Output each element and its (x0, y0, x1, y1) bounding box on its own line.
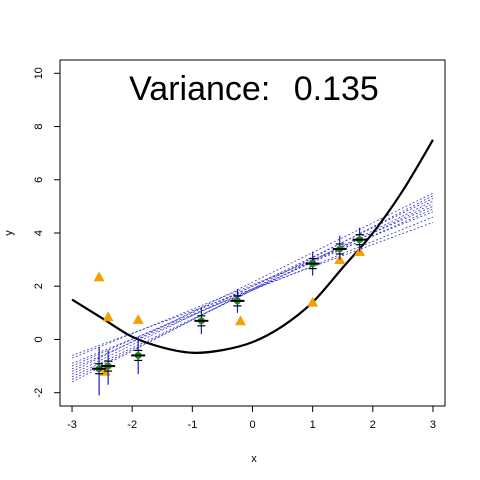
y-tick-label-4: 6 (33, 177, 45, 183)
plot-area (71, 139, 434, 396)
fit-line-4 (71, 211, 434, 359)
chart-title: Variance: 0.135 (129, 70, 379, 108)
observed-point-4 (307, 296, 319, 307)
x-tick-label-6: 3 (430, 419, 436, 431)
x-tick-label-2: -1 (187, 419, 197, 431)
x-tick-label-4: 1 (310, 419, 316, 431)
plot-frame (59, 59, 446, 407)
y-axis: -2 0 2 4 6 8 10 (33, 67, 61, 398)
x-axis-label: x (251, 453, 257, 465)
x-tick-label-0: -3 (67, 419, 77, 431)
observed-point-0 (93, 271, 105, 282)
y-tick-label-0: -2 (33, 388, 45, 398)
x-tick-label-1: -2 (127, 419, 137, 431)
fit-line-9 (71, 203, 434, 378)
x-tick-label-5: 2 (370, 419, 376, 431)
y-tick-label-1: 0 (33, 336, 45, 342)
x-tick-label-3: 0 (249, 419, 255, 431)
y-tick-label-5: 8 (33, 123, 45, 129)
x-axis: -3 -2 -1 0 1 2 3 (67, 405, 436, 431)
true-curve (71, 139, 434, 354)
fit-line-0 (71, 192, 434, 372)
observed-point-1 (102, 311, 114, 322)
y-axis-label: y (3, 230, 15, 236)
fit-line-5 (71, 216, 434, 364)
title-prefix: Variance: (129, 70, 270, 108)
plot-content (71, 139, 434, 396)
y-tick-label-2: 2 (33, 283, 45, 289)
observed-point-2 (132, 314, 144, 324)
y-tick-label-6: 10 (33, 67, 45, 79)
y-tick-label-3: 4 (33, 230, 45, 236)
fit-line-8 (71, 208, 434, 370)
title-value: 0.135 (294, 70, 379, 108)
observed-point-3 (234, 315, 246, 326)
